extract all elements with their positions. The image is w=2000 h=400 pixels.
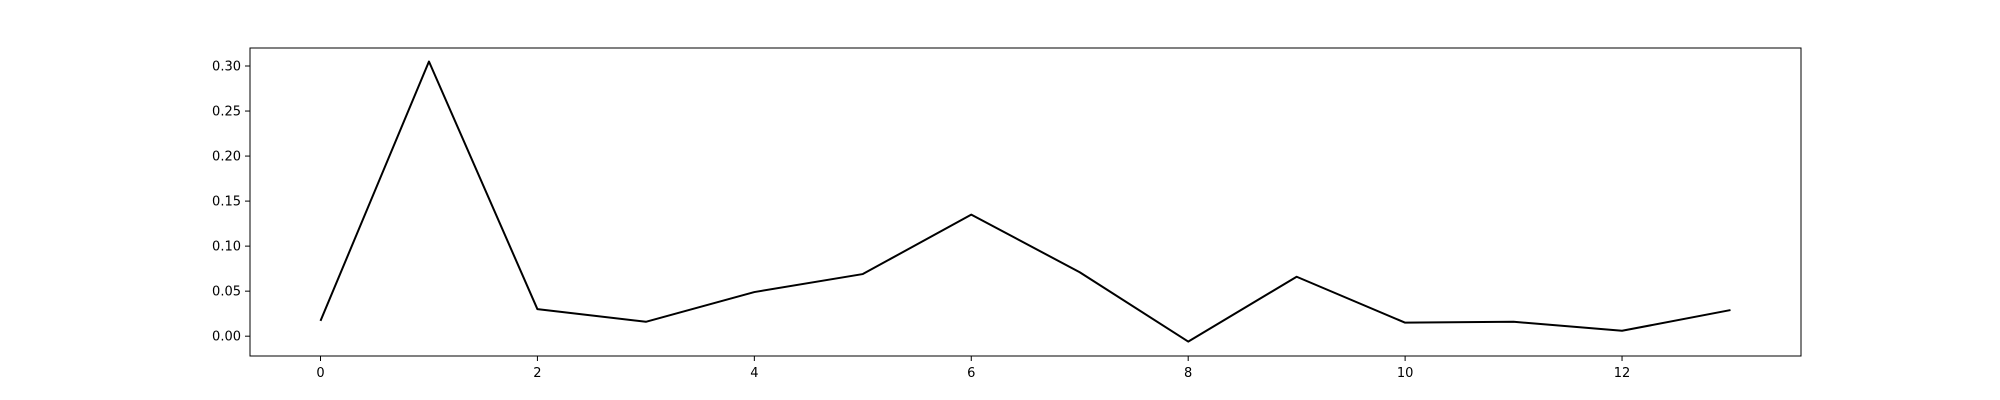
y-tick-label: 0.05 xyxy=(212,285,241,300)
y-axis: 0.00 0.05 0.10 0.15 0.20 0.25 0.30 xyxy=(212,60,250,345)
y-tick-label: 0.15 xyxy=(212,195,241,210)
x-tick-label: 4 xyxy=(750,366,758,381)
y-tick-label: 0.00 xyxy=(212,330,241,345)
x-tick-label: 2 xyxy=(533,366,541,381)
series-line-0 xyxy=(319,60,1731,343)
x-axis: 0 2 4 6 8 10 12 xyxy=(316,356,1630,381)
x-tick-label: 12 xyxy=(1614,366,1631,381)
series-layer xyxy=(319,60,1731,343)
x-tick-label: 8 xyxy=(1184,366,1192,381)
plot-frame xyxy=(249,47,1802,357)
y-tick-label: 0.30 xyxy=(212,60,241,75)
x-tick-label: 6 xyxy=(967,366,975,381)
x-tick-label: 0 xyxy=(316,366,324,381)
y-tick-label: 0.10 xyxy=(212,240,241,255)
y-tick-label: 0.25 xyxy=(212,105,241,120)
x-tick-label: 10 xyxy=(1397,366,1414,381)
y-tick-label: 0.20 xyxy=(212,150,241,165)
